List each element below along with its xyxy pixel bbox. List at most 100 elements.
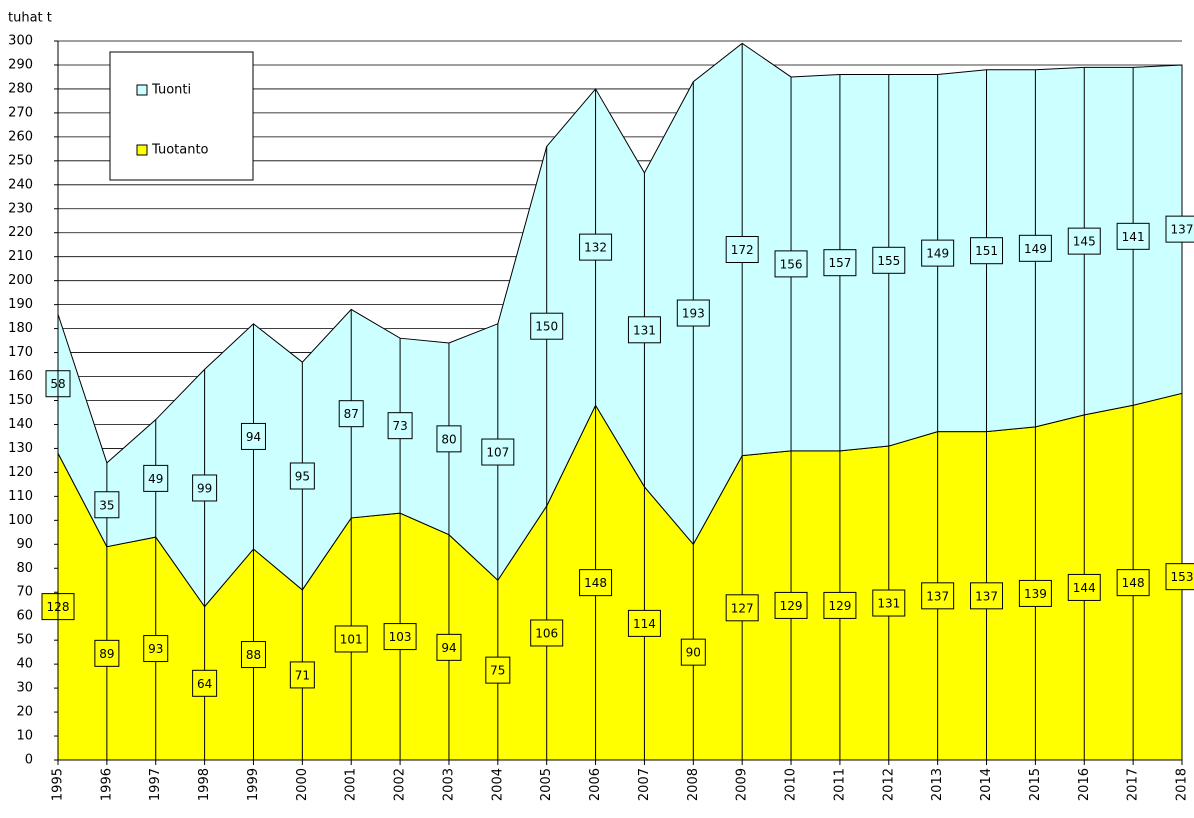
y-tick-label: 150 [8, 393, 33, 408]
value-label-box [334, 625, 368, 653]
y-tick-label: 140 [8, 417, 33, 432]
y-tick-label: 190 [8, 297, 33, 312]
value-label-box [338, 400, 364, 428]
value-label-box [530, 619, 564, 647]
value-label-box [1067, 227, 1101, 255]
y-axis-label: tuhat t [8, 11, 52, 26]
x-tick-label: 2005 [539, 768, 554, 801]
value-label-box [872, 246, 906, 274]
value-label-box [921, 239, 955, 267]
x-tick-label: 2014 [979, 768, 994, 801]
y-tick-label: 260 [8, 129, 33, 144]
y-tick-label: 220 [8, 225, 33, 240]
value-label-box [94, 639, 120, 667]
value-label: 156 [780, 257, 803, 271]
value-label: 101 [340, 632, 363, 646]
value-label: 151 [975, 244, 998, 258]
value-label: 141 [1122, 230, 1145, 244]
value-label-box [970, 237, 1004, 265]
value-label: 94 [246, 430, 261, 444]
x-tick-label: 1999 [246, 768, 261, 801]
y-tick-label: 60 [16, 609, 33, 624]
value-label: 88 [246, 648, 261, 662]
x-tick-label: 2009 [735, 768, 750, 801]
value-label-box [872, 589, 906, 617]
value-label: 193 [682, 307, 705, 321]
y-tick-label: 130 [8, 441, 33, 456]
legend-swatch [136, 84, 148, 96]
value-label-box [192, 669, 218, 697]
y-tick-label: 280 [8, 81, 33, 96]
value-label-box [725, 236, 759, 264]
y-tick-label: 10 [16, 729, 33, 744]
value-label: 90 [686, 646, 701, 660]
x-tick-label: 2003 [441, 768, 456, 801]
value-label: 148 [584, 576, 607, 590]
x-tick-label: 1998 [197, 768, 212, 801]
legend-box [109, 51, 254, 181]
x-tick-label: 2010 [784, 768, 799, 801]
value-label: 127 [731, 601, 754, 615]
value-label: 103 [389, 630, 412, 644]
value-label-box [436, 425, 462, 453]
value-label-box [240, 422, 266, 450]
value-label: 49 [148, 472, 163, 486]
value-label: 149 [1024, 242, 1047, 256]
value-label: 106 [535, 626, 558, 640]
value-label-box [1116, 222, 1150, 250]
value-label: 148 [1122, 576, 1145, 590]
value-label-box [676, 299, 710, 327]
value-label: 149 [926, 247, 949, 261]
value-label-box [774, 591, 808, 619]
y-tick-label: 210 [8, 249, 33, 264]
y-tick-label: 50 [16, 633, 33, 648]
value-label-box [1067, 573, 1101, 601]
y-tick-label: 70 [16, 585, 33, 600]
value-label: 80 [441, 432, 456, 446]
y-tick-label: 100 [8, 513, 33, 528]
value-label-box [579, 569, 613, 597]
y-tick-label: 270 [8, 105, 33, 120]
legend-label: Tuonti [151, 83, 191, 98]
value-label: 132 [584, 241, 607, 255]
value-label: 150 [535, 320, 558, 334]
value-label: 137 [1171, 223, 1194, 237]
value-label: 89 [99, 647, 114, 661]
y-tick-label: 300 [8, 34, 33, 49]
x-tick-label: 2000 [295, 768, 310, 801]
value-label-box [240, 641, 266, 669]
x-tick-label: 2006 [588, 768, 603, 801]
y-tick-label: 170 [8, 345, 33, 360]
y-tick-label: 30 [16, 681, 33, 696]
value-label-box [1165, 215, 1194, 243]
value-label: 137 [975, 589, 998, 603]
value-label-box [143, 464, 169, 492]
x-tick-label: 2007 [637, 768, 652, 801]
value-label: 144 [1073, 581, 1096, 595]
value-label: 99 [197, 481, 212, 495]
value-label: 94 [441, 641, 456, 655]
value-label-box [579, 233, 613, 261]
value-label-box [143, 635, 169, 663]
value-label: 95 [295, 469, 310, 483]
y-tick-label: 80 [16, 561, 33, 576]
y-tick-label: 160 [8, 369, 33, 384]
value-label-box [921, 582, 955, 610]
value-label: 155 [877, 254, 900, 268]
y-tick-label: 120 [8, 465, 33, 480]
y-tick-label: 0 [25, 753, 33, 768]
value-label: 75 [490, 664, 505, 678]
x-tick-label: 2017 [1126, 768, 1141, 801]
x-tick-label: 2013 [930, 768, 945, 801]
value-label-box [725, 594, 759, 622]
value-label-box [1116, 569, 1150, 597]
x-tick-label: 1997 [148, 768, 163, 801]
value-label-box [823, 249, 857, 277]
x-tick-label: 2008 [686, 768, 701, 801]
value-label: 129 [828, 599, 851, 613]
value-label: 87 [344, 407, 359, 421]
value-label-box [1165, 563, 1194, 591]
x-tick-label: 2015 [1028, 768, 1043, 801]
y-tick-label: 230 [8, 201, 33, 216]
